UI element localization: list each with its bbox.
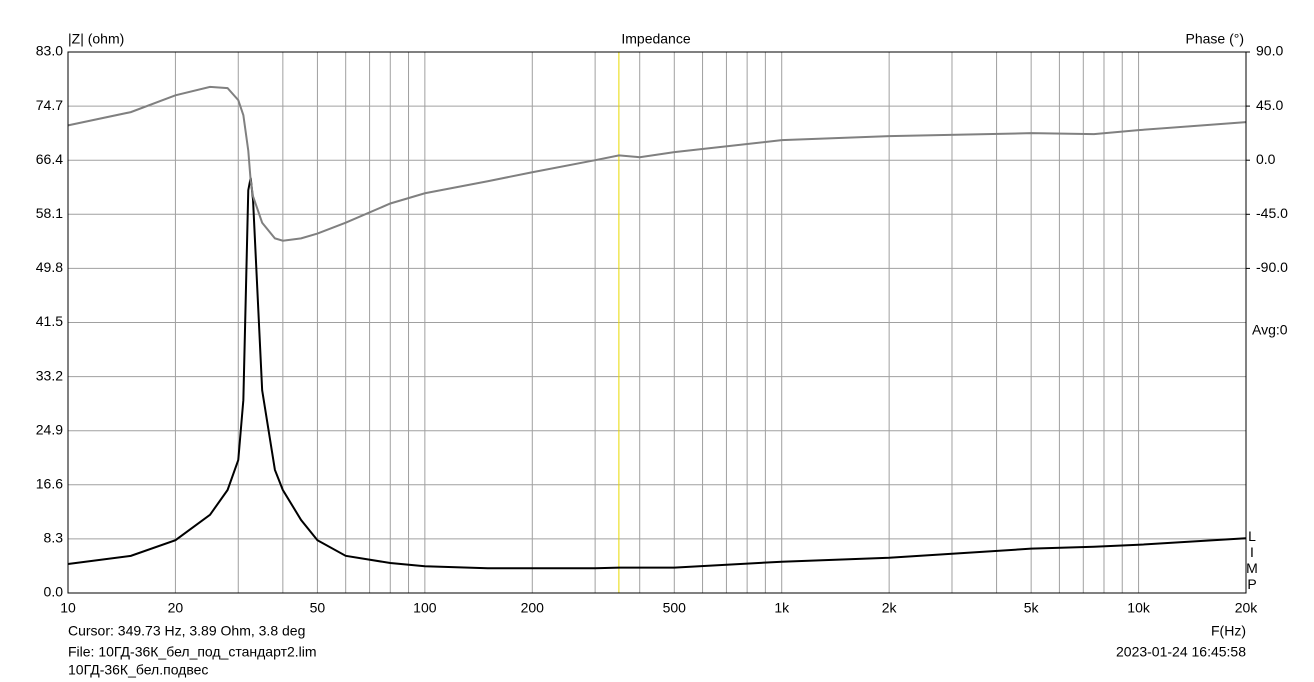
y2-tick-label: 90.0 <box>1256 43 1283 59</box>
x-tick-label: 2k <box>882 600 898 616</box>
y2-axis-label: Phase (°) <box>1185 31 1244 47</box>
x-tick-label: 100 <box>413 600 437 616</box>
y-tick-label: 16.6 <box>36 476 63 492</box>
y-axis-label: |Z| (ohm) <box>68 31 124 47</box>
y-tick-label: 83.0 <box>36 43 63 59</box>
x-tick-label: 20 <box>168 600 184 616</box>
series-line <box>67 177 1247 570</box>
y-tick-label: 0.0 <box>44 584 64 600</box>
file-note: 10ГД-36К_бел.подвес <box>68 662 208 678</box>
x-tick-label: 20k <box>1235 600 1259 616</box>
y2-tick-label: 45.0 <box>1256 97 1283 113</box>
x-tick-label: 10 <box>60 600 76 616</box>
y-tick-label: 41.5 <box>36 313 63 329</box>
series-line <box>67 85 1247 242</box>
chart-title: Impedance <box>621 31 690 47</box>
y-tick-label: 8.3 <box>44 530 64 546</box>
y2-tick-label: -90.0 <box>1256 259 1288 275</box>
plot-frame <box>67 51 1247 594</box>
x-tick-label: 1k <box>774 600 790 616</box>
side-label: LIMP <box>1244 528 1260 592</box>
y2-tick-label: -45.0 <box>1256 205 1288 221</box>
timestamp: 2023-01-24 16:45:58 <box>1116 644 1246 660</box>
y-tick-label: 49.8 <box>36 259 63 275</box>
x-tick-label: 200 <box>521 600 545 616</box>
x-tick-label: 500 <box>663 600 687 616</box>
file-name: File: 10ГД-36К_бел_под_стандарт2.lim <box>68 644 317 660</box>
x-tick-label: 5k <box>1024 600 1040 616</box>
x-tick-label: 10k <box>1127 600 1151 616</box>
annotation: Avg:0 <box>1252 322 1288 338</box>
y-tick-label: 66.4 <box>36 151 63 167</box>
y-tick-label: 24.9 <box>36 421 63 437</box>
y2-tick-label: 0.0 <box>1256 151 1276 167</box>
y-tick-label: 33.2 <box>36 367 63 383</box>
x-tick-label: 50 <box>310 600 326 616</box>
cursor-readout: Cursor: 349.73 Hz, 3.89 Ohm, 3.8 deg <box>68 623 305 639</box>
x-axis-label: F(Hz) <box>1211 623 1246 639</box>
y-tick-label: 74.7 <box>36 97 63 113</box>
y-tick-label: 58.1 <box>36 205 63 221</box>
